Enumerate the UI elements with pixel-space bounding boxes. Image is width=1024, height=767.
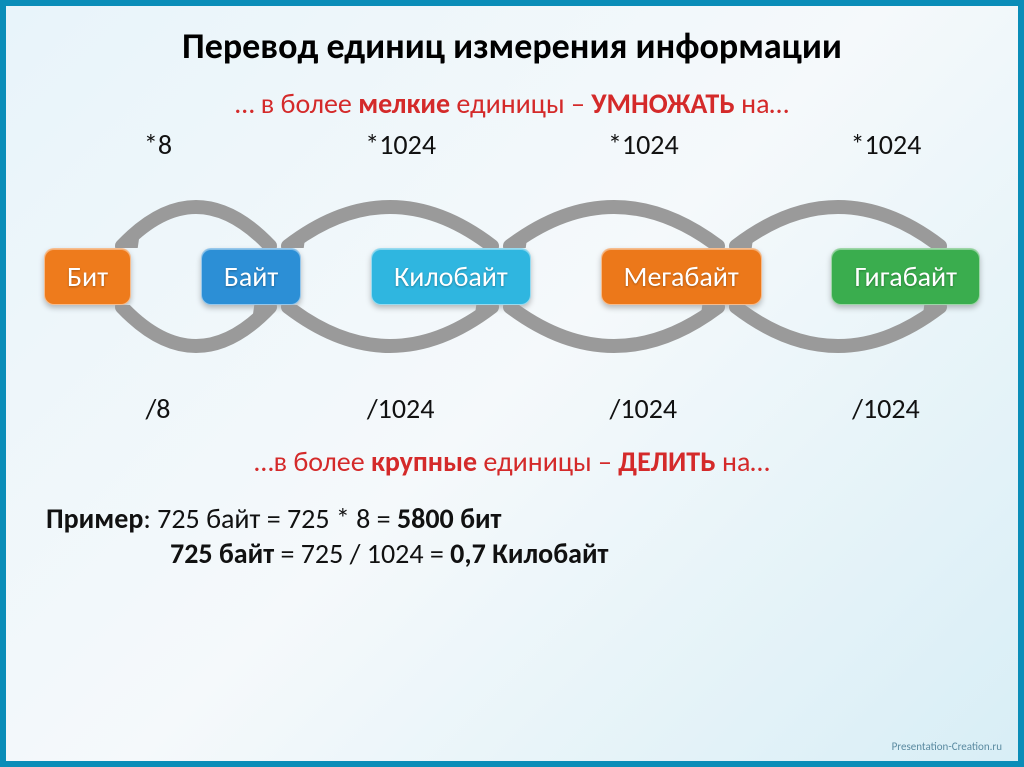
- mult-2: *1024: [583, 127, 703, 162]
- footer-credit: Presentation-Creation.ru: [892, 740, 1002, 753]
- unit-byte: Байт: [201, 248, 301, 305]
- rule-divide: …в более крупные единицы – ДЕЛИТЬ на…: [40, 444, 984, 479]
- arrows-bottom: [50, 305, 974, 391]
- div-0: /8: [98, 391, 218, 426]
- mult-1: *1024: [341, 127, 461, 162]
- example-line-1: Пример: 725 байт = 725 * 8 = 5800 бит: [46, 501, 984, 536]
- mult-3: *1024: [826, 127, 946, 162]
- multiply-factors: *8 *1024 *1024 *1024: [40, 127, 984, 162]
- slide: Перевод единиц измерения информации … в …: [0, 0, 1024, 767]
- unit-gigabyte: Гигабайт: [831, 248, 980, 305]
- page-title: Перевод единиц измерения информации: [40, 24, 984, 68]
- units-row: Бит Байт Килобайт Мегабайт Гигабайт: [40, 248, 984, 305]
- divide-factors: /8 /1024 /1024 /1024: [40, 391, 984, 426]
- unit-bit: Бит: [44, 248, 131, 305]
- example-line-2: 725 байт = 725 / 1024 = 0,7 Килобайт: [46, 536, 984, 571]
- unit-megabyte: Мегабайт: [601, 248, 762, 305]
- rule-multiply: … в более мелкие единицы – УМНОЖАТЬ на…: [40, 86, 984, 121]
- unit-kilobyte: Килобайт: [371, 248, 531, 305]
- div-1: /1024: [341, 391, 461, 426]
- arrows-top: [50, 162, 974, 248]
- div-2: /1024: [583, 391, 703, 426]
- mult-0: *8: [98, 127, 218, 162]
- example: Пример: 725 байт = 725 * 8 = 5800 бит 72…: [40, 501, 984, 571]
- div-3: /1024: [826, 391, 946, 426]
